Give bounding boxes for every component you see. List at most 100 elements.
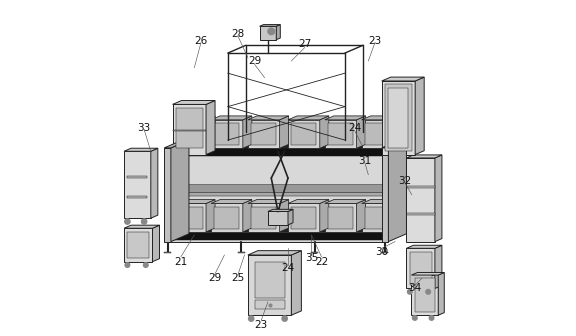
- Text: 27: 27: [298, 39, 312, 49]
- Polygon shape: [415, 77, 424, 155]
- Polygon shape: [276, 25, 281, 40]
- Text: 26: 26: [194, 36, 207, 46]
- Polygon shape: [211, 204, 243, 232]
- Polygon shape: [206, 116, 215, 148]
- Polygon shape: [429, 316, 434, 320]
- Polygon shape: [174, 200, 215, 204]
- Polygon shape: [168, 140, 403, 148]
- Polygon shape: [279, 116, 289, 148]
- Polygon shape: [177, 123, 203, 145]
- Polygon shape: [211, 200, 252, 204]
- Polygon shape: [362, 120, 393, 148]
- Polygon shape: [177, 207, 203, 228]
- Text: 24: 24: [281, 263, 295, 274]
- Polygon shape: [260, 25, 281, 26]
- Polygon shape: [249, 316, 254, 321]
- Polygon shape: [127, 197, 147, 198]
- Polygon shape: [248, 255, 291, 315]
- Polygon shape: [320, 116, 329, 148]
- Text: 33: 33: [138, 123, 151, 133]
- Polygon shape: [325, 204, 357, 232]
- Polygon shape: [288, 120, 320, 148]
- Polygon shape: [171, 140, 189, 242]
- Polygon shape: [211, 120, 243, 148]
- Polygon shape: [251, 207, 276, 228]
- Text: 29: 29: [248, 56, 261, 66]
- Polygon shape: [243, 200, 252, 232]
- Polygon shape: [291, 207, 316, 228]
- Polygon shape: [393, 116, 403, 148]
- Text: 32: 32: [399, 176, 412, 186]
- Polygon shape: [124, 148, 158, 151]
- Polygon shape: [411, 272, 444, 275]
- Polygon shape: [325, 116, 366, 120]
- Polygon shape: [382, 148, 388, 242]
- Polygon shape: [206, 200, 215, 232]
- Polygon shape: [388, 88, 408, 148]
- Polygon shape: [151, 148, 158, 218]
- Polygon shape: [407, 213, 435, 215]
- Polygon shape: [268, 28, 275, 35]
- Polygon shape: [214, 207, 240, 228]
- Polygon shape: [238, 252, 244, 253]
- Polygon shape: [248, 120, 279, 148]
- Polygon shape: [320, 200, 329, 232]
- Polygon shape: [173, 104, 206, 155]
- Polygon shape: [365, 207, 390, 228]
- Polygon shape: [164, 252, 171, 253]
- Polygon shape: [279, 200, 289, 232]
- Polygon shape: [173, 129, 206, 131]
- Polygon shape: [164, 148, 171, 242]
- Polygon shape: [173, 100, 215, 104]
- Polygon shape: [248, 116, 289, 120]
- Polygon shape: [435, 245, 442, 289]
- Text: 22: 22: [315, 257, 328, 267]
- Polygon shape: [411, 275, 438, 315]
- Text: 30: 30: [375, 247, 388, 257]
- Polygon shape: [153, 225, 160, 262]
- Polygon shape: [168, 141, 403, 149]
- Polygon shape: [251, 123, 276, 145]
- Polygon shape: [328, 123, 353, 145]
- Polygon shape: [248, 200, 289, 204]
- Polygon shape: [168, 149, 385, 156]
- Polygon shape: [174, 116, 215, 120]
- Polygon shape: [407, 290, 412, 294]
- Polygon shape: [260, 26, 276, 40]
- Polygon shape: [282, 316, 287, 321]
- Polygon shape: [388, 140, 407, 242]
- Polygon shape: [312, 252, 318, 253]
- Polygon shape: [328, 207, 353, 228]
- Polygon shape: [385, 140, 403, 242]
- Text: 29: 29: [208, 274, 221, 284]
- Polygon shape: [168, 225, 403, 233]
- Polygon shape: [211, 116, 252, 120]
- Polygon shape: [426, 290, 430, 294]
- Polygon shape: [407, 158, 435, 242]
- Text: 21: 21: [175, 257, 188, 267]
- Polygon shape: [176, 108, 203, 148]
- Polygon shape: [255, 262, 285, 298]
- Polygon shape: [365, 123, 390, 145]
- Polygon shape: [407, 155, 442, 158]
- Polygon shape: [438, 272, 444, 315]
- Polygon shape: [174, 120, 206, 148]
- Polygon shape: [164, 140, 189, 148]
- Polygon shape: [357, 116, 366, 148]
- Text: 23: 23: [369, 36, 382, 46]
- Polygon shape: [291, 251, 301, 315]
- Polygon shape: [385, 84, 412, 151]
- Polygon shape: [382, 140, 407, 148]
- Polygon shape: [435, 155, 442, 242]
- Polygon shape: [407, 186, 435, 188]
- Polygon shape: [127, 176, 147, 178]
- Polygon shape: [168, 184, 403, 193]
- Polygon shape: [206, 100, 215, 155]
- Polygon shape: [125, 219, 130, 224]
- Polygon shape: [124, 151, 151, 218]
- Polygon shape: [142, 219, 147, 224]
- Text: 25: 25: [231, 274, 244, 284]
- Polygon shape: [125, 263, 130, 267]
- Polygon shape: [382, 81, 415, 155]
- Polygon shape: [174, 204, 206, 232]
